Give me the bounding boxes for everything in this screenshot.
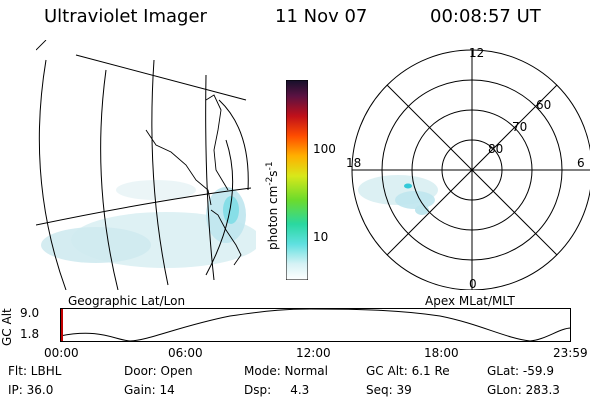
mlt-label-12: 12 bbox=[469, 46, 485, 60]
info-flt: Flt: LBHL bbox=[8, 364, 62, 378]
mlat-label-80: 80 bbox=[488, 142, 504, 156]
altitude-plot bbox=[60, 308, 572, 342]
mlat-label-60: 60 bbox=[536, 98, 552, 112]
info-gain: Gain: 14 bbox=[124, 383, 175, 397]
info-door: Door: Open bbox=[124, 364, 193, 378]
info-seq: Seq: 39 bbox=[366, 383, 412, 397]
time-label: 00:08:57 UT bbox=[430, 6, 541, 27]
mlat-label-70: 70 bbox=[512, 120, 528, 134]
geographic-label: Geographic Lat/Lon bbox=[68, 294, 186, 308]
alt-xtick-1800: 18:00 bbox=[424, 346, 459, 360]
info-ip: IP: 36.0 bbox=[8, 383, 54, 397]
colorbar-tick-100: 100 bbox=[313, 142, 336, 156]
alt-ymax: 9.0 bbox=[20, 306, 40, 320]
unit-base: photon cm bbox=[266, 185, 280, 250]
colorbar-tick-10: 10 bbox=[313, 230, 329, 244]
unit-sup-2: -1 bbox=[265, 161, 275, 171]
info-glat: GLat: -59.9 bbox=[487, 364, 554, 378]
alt-xtick-0600: 06:00 bbox=[168, 346, 203, 360]
info-gcalt: GC Alt: 6.1 Re bbox=[366, 364, 450, 378]
info-mode: Mode: Normal bbox=[244, 364, 328, 378]
alt-xtick-1200: 12:00 bbox=[296, 346, 331, 360]
mlt-label-6: 6 bbox=[577, 156, 585, 170]
mlt-label-0: 0 bbox=[469, 277, 477, 291]
alt-ylabel-box: GC Alt bbox=[0, 306, 14, 346]
mlt-label-18: 18 bbox=[346, 156, 362, 170]
unit-mid: s bbox=[266, 170, 280, 177]
alt-xtick-0000: 00:00 bbox=[44, 346, 79, 360]
info-glon: GLon: 283.3 bbox=[487, 383, 560, 397]
polar-plot bbox=[351, 49, 590, 290]
polar-emission-region bbox=[358, 175, 438, 215]
date-label: 11 Nov 07 bbox=[275, 6, 368, 27]
info-dsp: Dsp: 4.3 bbox=[244, 383, 310, 397]
alt-xtick-2359: 23:59 bbox=[553, 346, 588, 360]
alt-ymin: 1.8 bbox=[20, 327, 40, 341]
colorbar bbox=[286, 80, 308, 280]
polar-label: Apex MLat/MLT bbox=[425, 294, 515, 308]
uv-emission-region bbox=[41, 180, 256, 268]
geographic-map bbox=[36, 40, 256, 290]
alt-ylabel: GC Alt bbox=[0, 308, 14, 346]
instrument-title: Ultraviolet Imager bbox=[44, 6, 207, 27]
colorbar-unit-label: photon cm-2s-1 bbox=[265, 161, 285, 250]
unit-sup-1: -2 bbox=[265, 176, 275, 186]
